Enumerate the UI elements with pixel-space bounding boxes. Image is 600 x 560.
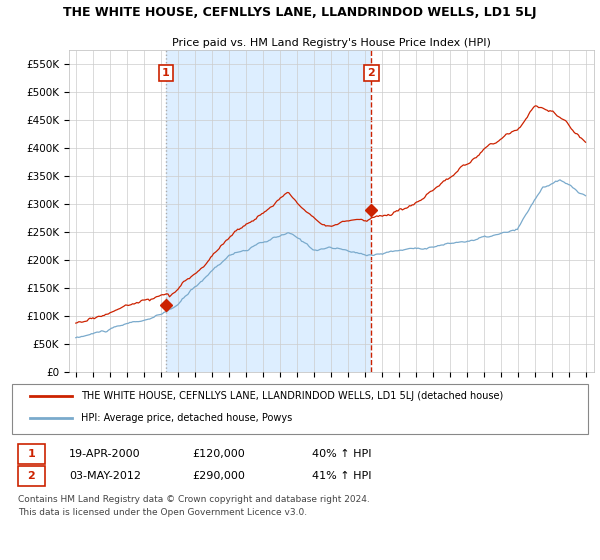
Text: 1: 1 bbox=[162, 68, 170, 78]
Text: £120,000: £120,000 bbox=[192, 449, 245, 459]
Title: Price paid vs. HM Land Registry's House Price Index (HPI): Price paid vs. HM Land Registry's House … bbox=[172, 38, 491, 48]
Text: 1: 1 bbox=[28, 449, 35, 459]
Text: HPI: Average price, detached house, Powys: HPI: Average price, detached house, Powy… bbox=[81, 413, 292, 423]
Text: 40% ↑ HPI: 40% ↑ HPI bbox=[312, 449, 371, 459]
Text: £290,000: £290,000 bbox=[192, 471, 245, 481]
Bar bbox=[166, 50, 371, 372]
Text: THE WHITE HOUSE, CEFNLLYS LANE, LLANDRINDOD WELLS, LD1 5LJ (detached house): THE WHITE HOUSE, CEFNLLYS LANE, LLANDRIN… bbox=[81, 391, 503, 402]
Text: 19-APR-2000: 19-APR-2000 bbox=[69, 449, 140, 459]
Text: Contains HM Land Registry data © Crown copyright and database right 2024.: Contains HM Land Registry data © Crown c… bbox=[18, 495, 370, 504]
Text: 2: 2 bbox=[368, 68, 376, 78]
Text: 2: 2 bbox=[28, 471, 35, 481]
Text: 41% ↑ HPI: 41% ↑ HPI bbox=[312, 471, 371, 481]
Text: 03-MAY-2012: 03-MAY-2012 bbox=[69, 471, 141, 481]
Text: This data is licensed under the Open Government Licence v3.0.: This data is licensed under the Open Gov… bbox=[18, 508, 307, 517]
Text: THE WHITE HOUSE, CEFNLLYS LANE, LLANDRINDOD WELLS, LD1 5LJ: THE WHITE HOUSE, CEFNLLYS LANE, LLANDRIN… bbox=[63, 6, 537, 18]
